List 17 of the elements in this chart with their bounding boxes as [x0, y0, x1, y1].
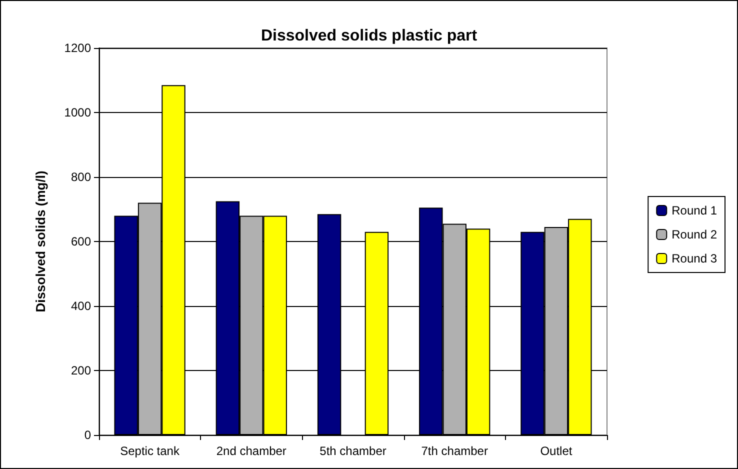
y-tick-label: 600 [70, 234, 92, 248]
legend-label: Round 1 [672, 204, 718, 218]
y-tick-label: 1200 [64, 41, 92, 55]
y-tick-label: 0 [84, 428, 92, 442]
y-axis-title: Dissolved solids (mg/l) [33, 170, 48, 312]
legend-label: Round 2 [672, 228, 718, 242]
y-tick-label: 1000 [64, 106, 92, 120]
legend-label: Round 3 [672, 252, 718, 266]
y-tick-label: 400 [70, 299, 92, 313]
y-tick-label: 800 [70, 170, 92, 184]
chart-title: Dissolved solids plastic part [260, 28, 478, 44]
x-tick-label: 7th chamber [421, 444, 488, 458]
y-tick-label: 200 [70, 364, 92, 378]
x-tick-label: 2nd chamber [216, 444, 286, 458]
x-tick-label: Septic tank [120, 444, 180, 458]
x-tick-label: 5th chamber [320, 444, 386, 458]
x-tick-label: Outlet [540, 444, 573, 458]
